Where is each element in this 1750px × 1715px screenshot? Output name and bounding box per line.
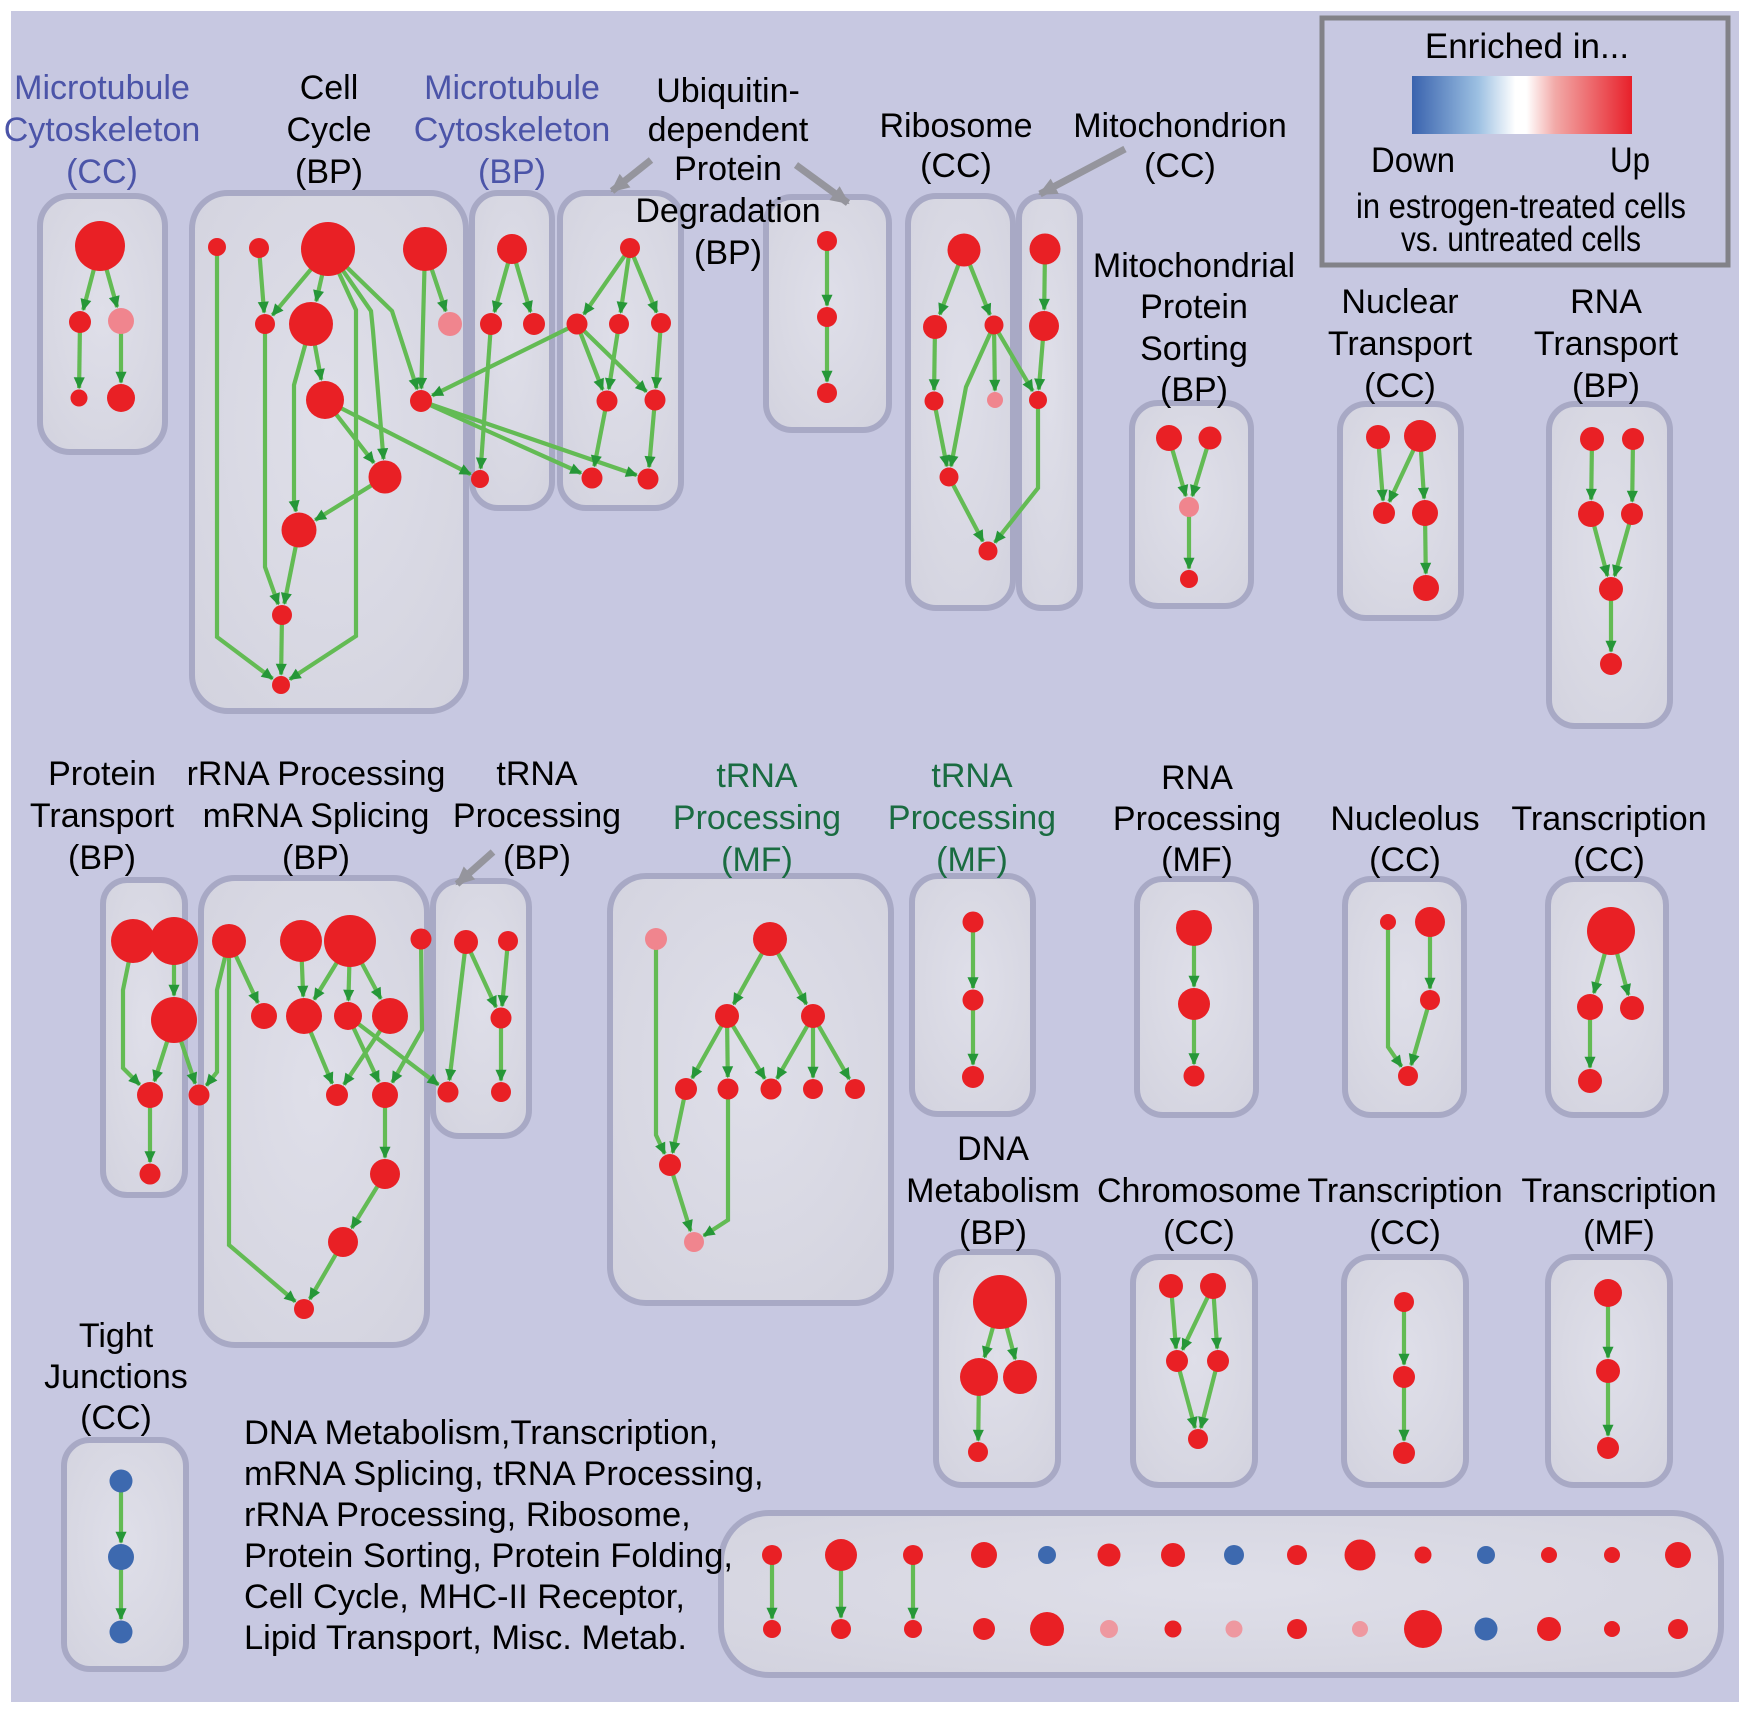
- svg-text:Up: Up: [1610, 141, 1650, 180]
- svg-text:Ubiquitin-: Ubiquitin-: [656, 72, 800, 110]
- svg-text:Cytoskeleton: Cytoskeleton: [4, 111, 201, 149]
- svg-text:Metabolism: Metabolism: [906, 1172, 1080, 1210]
- svg-text:Lipid Transport, Misc. Metab.: Lipid Transport, Misc. Metab.: [244, 1619, 687, 1657]
- svg-text:Transcription: Transcription: [1307, 1172, 1502, 1210]
- svg-text:(MF): (MF): [1161, 841, 1233, 879]
- svg-text:in estrogen-treated cells: in estrogen-treated cells: [1356, 187, 1686, 226]
- svg-text:(BP): (BP): [295, 153, 363, 191]
- svg-text:Nuclear: Nuclear: [1341, 283, 1458, 321]
- svg-text:Protein Sorting, Protein Foldi: Protein Sorting, Protein Folding,: [244, 1537, 733, 1575]
- svg-text:Processing: Processing: [673, 799, 841, 837]
- svg-text:(BP): (BP): [68, 839, 136, 877]
- svg-text:Cell Cycle, MHC-II Receptor,: Cell Cycle, MHC-II Receptor,: [244, 1578, 685, 1616]
- svg-text:rRNA Processing: rRNA Processing: [187, 755, 446, 793]
- svg-text:(CC): (CC): [1573, 841, 1645, 879]
- svg-text:Junctions: Junctions: [44, 1358, 188, 1396]
- svg-text:Nucleolus: Nucleolus: [1330, 800, 1479, 838]
- svg-text:Chromosome: Chromosome: [1097, 1172, 1301, 1210]
- svg-text:Protein: Protein: [48, 755, 156, 793]
- svg-text:Transport: Transport: [30, 797, 175, 835]
- svg-text:Ribosome: Ribosome: [879, 107, 1032, 145]
- svg-text:DNA: DNA: [957, 1130, 1029, 1168]
- svg-text:(CC): (CC): [1364, 367, 1436, 405]
- svg-text:(CC): (CC): [920, 147, 992, 185]
- svg-text:Protein: Protein: [674, 150, 782, 188]
- svg-text:Protein: Protein: [1140, 288, 1248, 326]
- svg-text:Tight: Tight: [79, 1317, 154, 1355]
- svg-text:(CC): (CC): [66, 153, 138, 191]
- svg-text:Transcription: Transcription: [1521, 1172, 1716, 1210]
- svg-text:Cell: Cell: [300, 69, 359, 107]
- svg-text:dependent: dependent: [648, 111, 809, 149]
- svg-text:(MF): (MF): [936, 841, 1008, 879]
- svg-text:Down: Down: [1371, 141, 1455, 180]
- svg-text:Mitochondrion: Mitochondrion: [1073, 107, 1287, 145]
- svg-text:(BP): (BP): [959, 1214, 1027, 1252]
- svg-text:RNA: RNA: [1161, 759, 1233, 797]
- svg-text:(MF): (MF): [1583, 1214, 1655, 1252]
- svg-text:Cytoskeleton: Cytoskeleton: [414, 111, 611, 149]
- svg-text:(CC): (CC): [1369, 1214, 1441, 1252]
- svg-text:Mitochondrial: Mitochondrial: [1093, 247, 1295, 285]
- svg-text:(CC): (CC): [1144, 147, 1216, 185]
- svg-text:tRNA: tRNA: [931, 757, 1013, 795]
- svg-text:Microtubule: Microtubule: [424, 69, 600, 107]
- svg-text:tRNA: tRNA: [716, 757, 798, 795]
- svg-text:(BP): (BP): [1160, 371, 1228, 409]
- svg-text:Processing: Processing: [453, 797, 621, 835]
- svg-text:(BP): (BP): [503, 839, 571, 877]
- svg-text:Sorting: Sorting: [1140, 330, 1248, 368]
- svg-text:Transcription: Transcription: [1511, 800, 1706, 838]
- svg-text:(CC): (CC): [1163, 1214, 1235, 1252]
- svg-text:RNA: RNA: [1570, 283, 1642, 321]
- svg-text:vs. untreated cells: vs. untreated cells: [1401, 220, 1641, 259]
- svg-text:DNA Metabolism,Transcription,: DNA Metabolism,Transcription,: [244, 1414, 718, 1452]
- svg-text:(BP): (BP): [694, 234, 762, 272]
- svg-text:Cycle: Cycle: [286, 111, 371, 149]
- svg-text:Transport: Transport: [1534, 325, 1679, 363]
- svg-text:Enriched in...: Enriched in...: [1425, 27, 1629, 66]
- svg-text:(BP): (BP): [478, 153, 546, 191]
- svg-text:mRNA Splicing: mRNA Splicing: [203, 797, 430, 835]
- svg-text:(CC): (CC): [80, 1399, 152, 1437]
- svg-text:rRNA Processing, Ribosome,: rRNA Processing, Ribosome,: [244, 1496, 691, 1534]
- svg-text:(CC): (CC): [1369, 841, 1441, 879]
- svg-text:Processing: Processing: [1113, 800, 1281, 838]
- svg-text:tRNA: tRNA: [496, 755, 578, 793]
- svg-text:Processing: Processing: [888, 799, 1056, 837]
- svg-text:Microtubule: Microtubule: [14, 69, 190, 107]
- svg-text:(BP): (BP): [282, 839, 350, 877]
- svg-text:(BP): (BP): [1572, 367, 1640, 405]
- svg-text:Transport: Transport: [1328, 325, 1473, 363]
- svg-text:mRNA Splicing, tRNA Processing: mRNA Splicing, tRNA Processing,: [244, 1455, 764, 1493]
- svg-text:(MF): (MF): [721, 841, 793, 879]
- svg-text:Degradation: Degradation: [635, 192, 820, 230]
